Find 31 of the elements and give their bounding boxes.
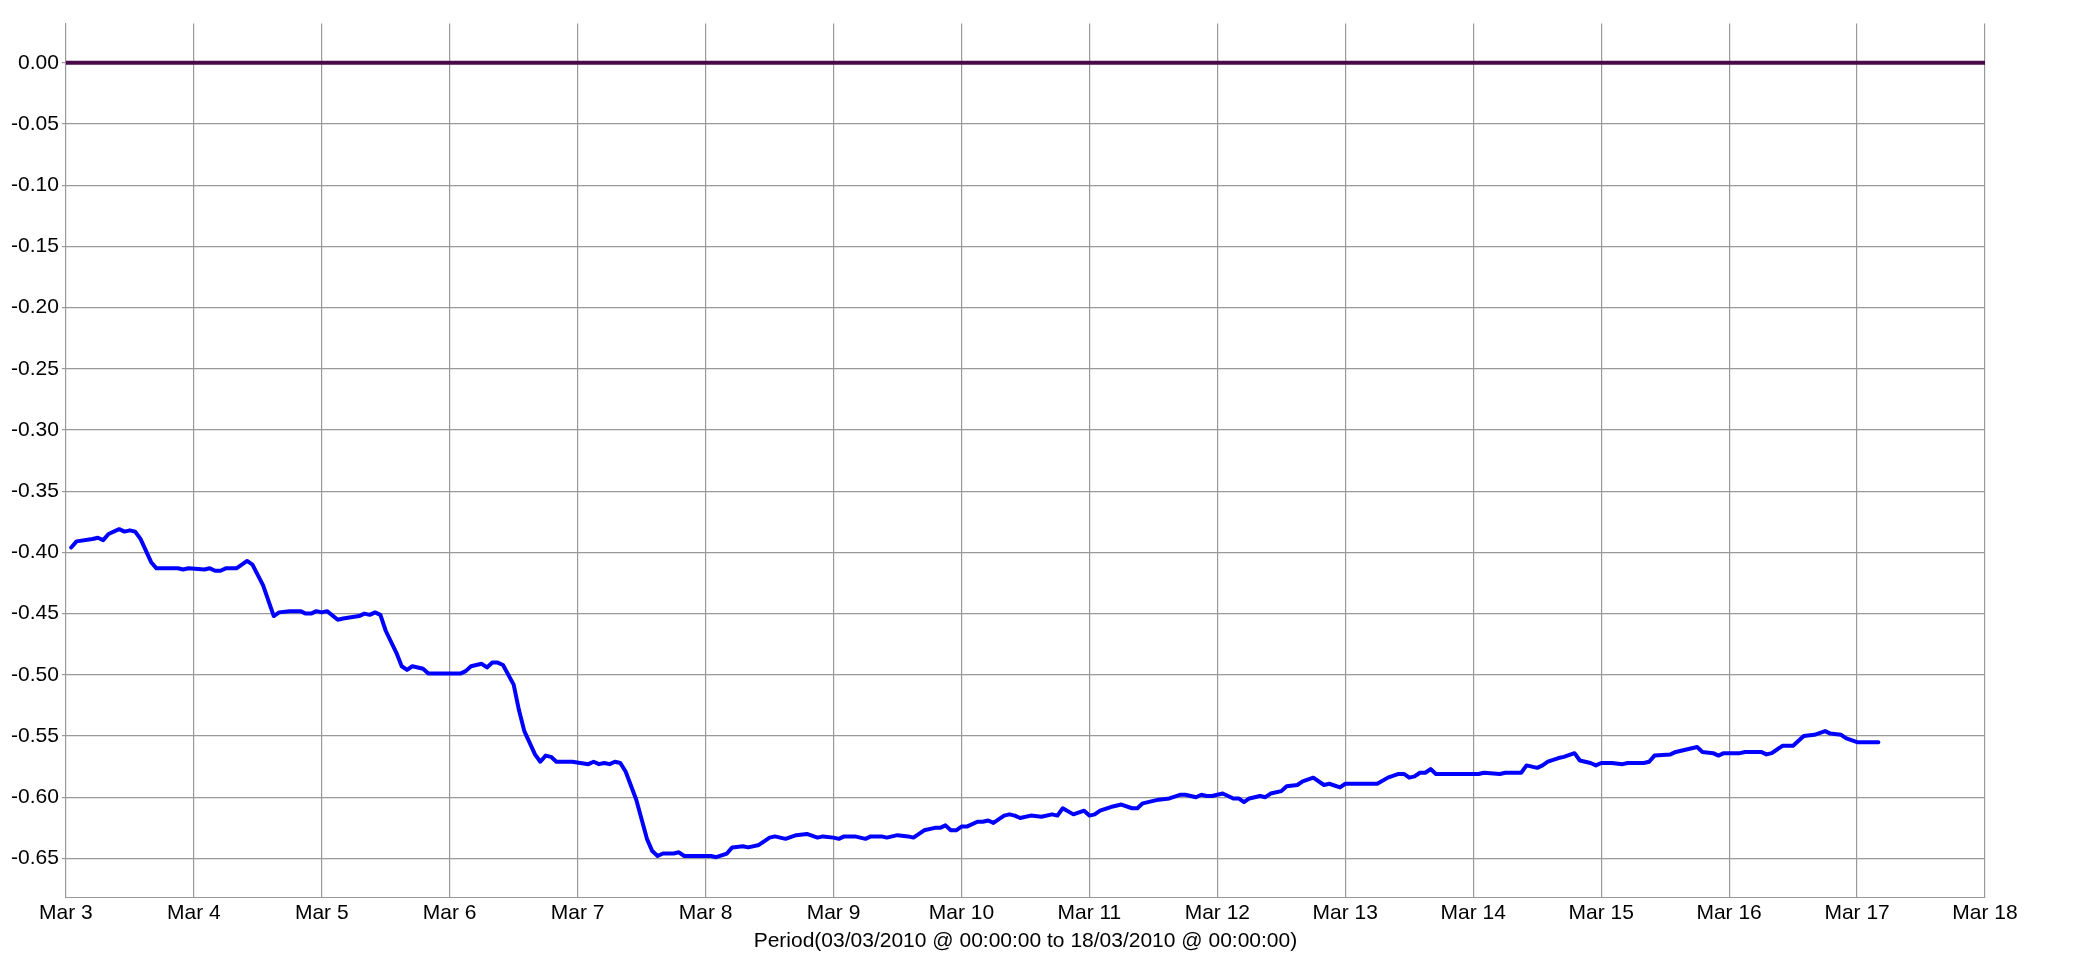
y-tick-label: -0.35 xyxy=(10,478,59,501)
y-tick-label: -0.05 xyxy=(10,110,59,134)
x-tick-label: Mar 4 xyxy=(166,900,221,923)
x-tick-label: Mar 15 xyxy=(1568,900,1634,923)
x-tick-label: Mar 6 xyxy=(422,900,477,923)
x-tick-label: Mar 16 xyxy=(1696,900,1762,923)
x-tick-label: Mar 18 xyxy=(1952,900,2018,923)
y-tick-label: -0.10 xyxy=(10,171,59,195)
x-tick-label: Mar 17 xyxy=(1824,900,1890,923)
x-tick-label: Mar 8 xyxy=(678,900,733,923)
y-tick-label: -0.55 xyxy=(10,722,59,746)
y-tick-label: -0.25 xyxy=(10,355,59,379)
y-tick-label: -0.65 xyxy=(10,845,59,869)
y-tick-label: -0.20 xyxy=(10,294,59,318)
x-tick-label: Mar 5 xyxy=(294,900,349,923)
y-tick-label: -0.15 xyxy=(10,233,59,257)
x-tick-label: Mar 7 xyxy=(550,900,605,923)
x-tick-label: Mar 14 xyxy=(1440,900,1507,923)
y-tick-label: -0.40 xyxy=(10,539,59,563)
x-tick-label: Mar 9 xyxy=(806,900,861,923)
x-tick-label: Mar 12 xyxy=(1184,900,1251,923)
y-tick-label: -0.60 xyxy=(10,784,59,808)
x-tick-label: Mar 3 xyxy=(39,900,93,923)
x-axis-title: Period(03/03/2010 @ 00:00:00 to 18/03/2010 @ 00:00:00) xyxy=(753,928,1298,952)
y-tick-label: -0.50 xyxy=(10,661,59,685)
x-tick-label: Mar 10 xyxy=(928,900,995,923)
y-tick-label: 0.00 xyxy=(17,49,59,73)
y-tick-label: -0.45 xyxy=(10,600,59,624)
x-tick-label: Mar 13 xyxy=(1312,900,1378,923)
y-tick-label: -0.30 xyxy=(10,416,59,440)
x-tick-label: Mar 11 xyxy=(1057,900,1122,923)
